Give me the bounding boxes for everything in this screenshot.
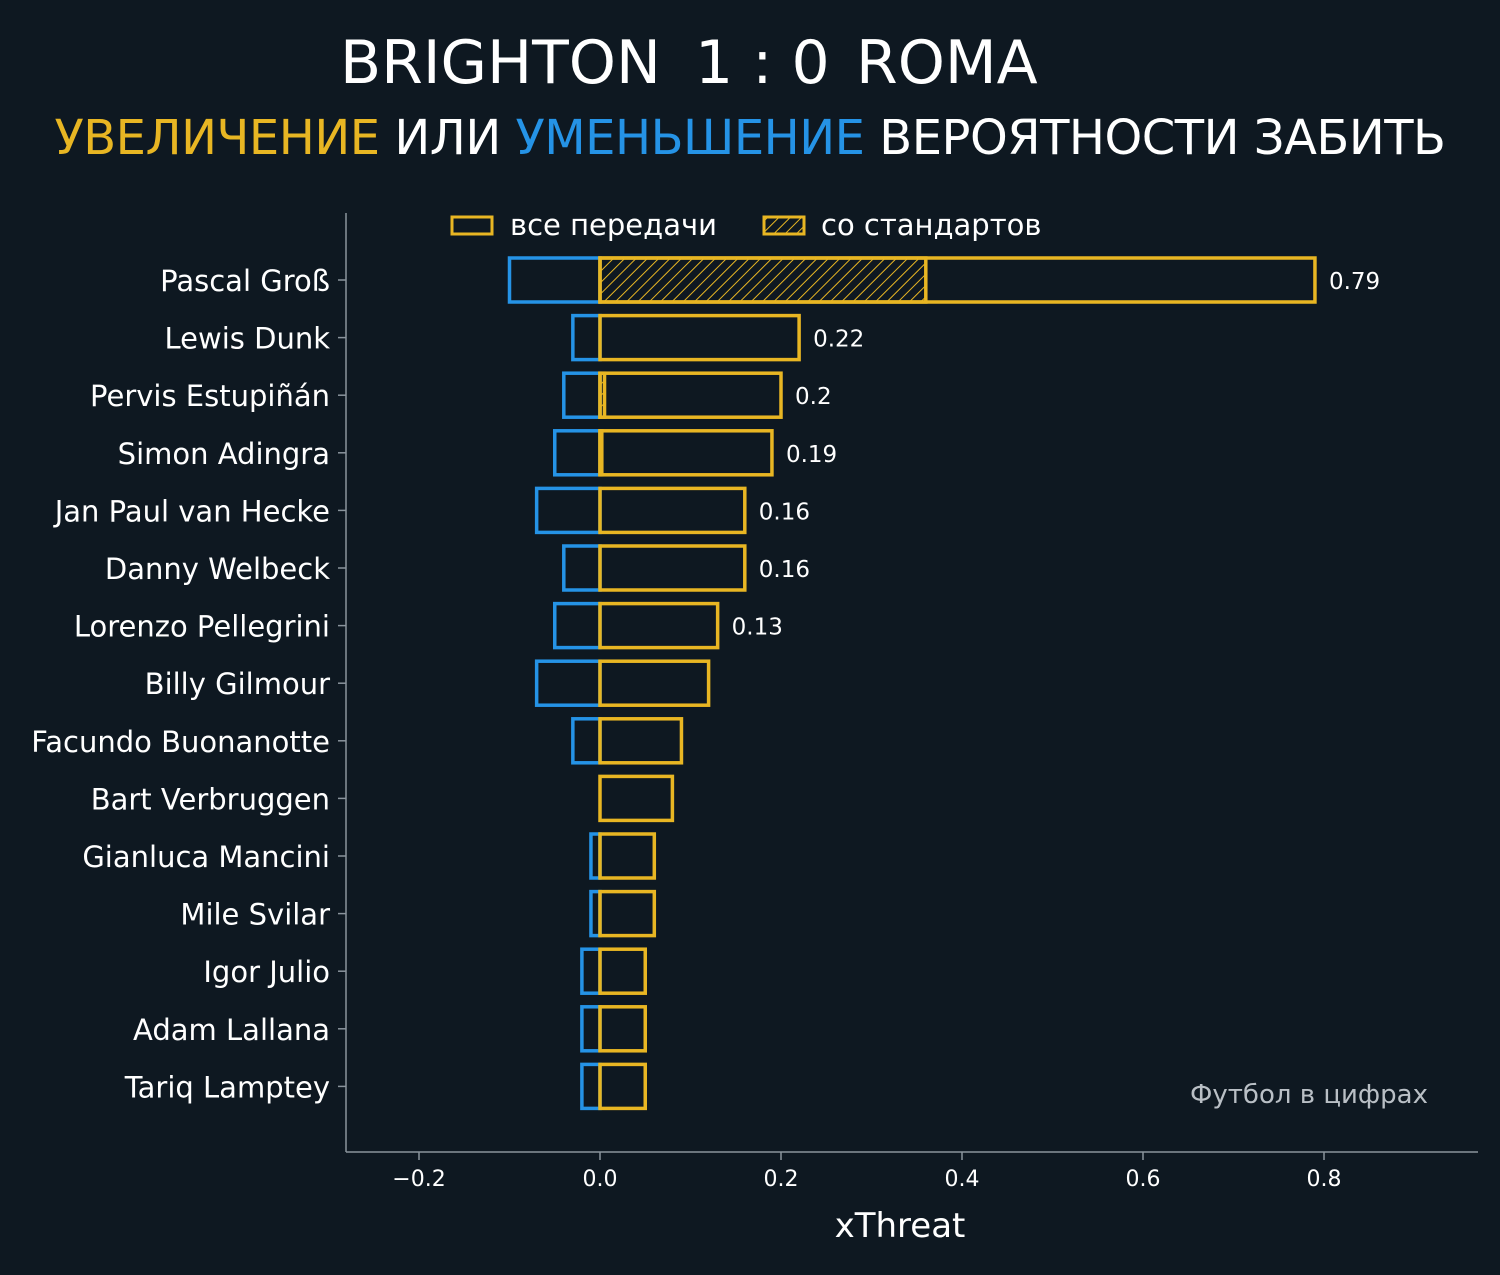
bar-positive (598, 486, 747, 535)
chart-subtitle: УВЕЛИЧЕНИЕ ИЛИ УМЕНЬШЕНИЕ ВЕРОЯТНОСТИ ЗА… (0, 110, 1500, 166)
x-tick-label: 0.8 (1307, 1167, 1342, 1192)
bar-positive (598, 256, 1317, 304)
bar-negative (553, 429, 602, 477)
bar-set-piece (598, 256, 928, 304)
bar-positive (598, 313, 801, 362)
x-tick-label: −0.2 (392, 1167, 445, 1192)
x-tick-label: 0.6 (1126, 1167, 1161, 1192)
data-label: 0.19 (786, 442, 837, 468)
away-team: ROMA (856, 28, 1038, 98)
data-label: 0.13 (732, 615, 783, 641)
bar-positive (598, 1062, 647, 1111)
legend-label-set-pieces: со стандартов (821, 208, 1041, 242)
subtitle-decrease: УМЕНЬШЕНИЕ (515, 110, 866, 166)
y-tick-label: Jan Paul van Hecke (53, 494, 330, 528)
x-axis-label: xThreat (835, 1206, 966, 1246)
x-tick-label: 0.2 (764, 1167, 799, 1192)
bar-positive (598, 601, 720, 650)
subtitle-or: ИЛИ (379, 110, 516, 166)
bar-negative (571, 313, 602, 362)
legend-swatch-set-pieces (762, 215, 806, 236)
y-tick-label: Igor Julio (203, 955, 330, 989)
bar-negative (534, 486, 602, 535)
y-tick-label: Danny Welbeck (105, 552, 330, 586)
data-label: 0.16 (759, 499, 810, 525)
bar-negative (562, 371, 602, 419)
bar-negative (553, 601, 602, 650)
bar-positive (598, 832, 657, 880)
axes: −0.2 0.0 0.2 0.4 0.6 0.8 xThreat (338, 213, 1478, 1246)
home-team: BRIGHTON (340, 28, 661, 98)
legend: все передачи со стандартов (450, 208, 1041, 242)
y-tick-label: Adam Lallana (133, 1013, 330, 1047)
subtitle-increase: УВЕЛИЧЕНИЕ (54, 110, 381, 166)
x-tick-label: 0.4 (945, 1167, 980, 1192)
score: 1 : 0 (695, 28, 830, 98)
bar-negative (580, 1062, 602, 1111)
data-label: 0.79 (1329, 269, 1380, 295)
bar-positive (598, 544, 747, 592)
y-tick-label: Simon Adingra (118, 437, 330, 471)
bar-positive (598, 659, 711, 707)
bar-positive (598, 947, 647, 995)
x-tick-label: 0.0 (583, 1167, 618, 1192)
data-label: 0.2 (795, 384, 832, 410)
y-tick-label: Lorenzo Pellegrini (74, 610, 330, 644)
labels: Pascal Groß 0.79 Lewis Dunk 0.22 Pervis Estu… (31, 264, 1380, 1104)
legend-swatch-all-passes (450, 215, 494, 236)
bar-positive (598, 371, 783, 419)
y-tick-label: Pervis Estupiñán (90, 379, 330, 413)
bar-negative (507, 256, 602, 304)
bar-negative (534, 659, 602, 707)
watermark: Футбол в цифрах (1190, 1080, 1428, 1110)
y-tick-label: Billy Gilmour (145, 667, 330, 701)
y-tick-label: Bart Verbruggen (91, 782, 330, 816)
bar-negative (580, 947, 602, 995)
bar-positive (598, 429, 774, 477)
y-tick-label: Lewis Dunk (165, 322, 331, 356)
y-tick-label: Tariq Lamptey (124, 1070, 330, 1104)
bar-negative (580, 1005, 602, 1053)
bar-positive (598, 774, 675, 823)
chart-title: BRIGHTON 1 : 0 ROMA (0, 28, 1500, 98)
data-label: 0.16 (759, 557, 810, 583)
bars (507, 256, 1317, 1111)
y-tick-label: Mile Svilar (180, 898, 330, 932)
bar-positive (598, 1005, 647, 1053)
y-tick-label: Pascal Groß (160, 264, 330, 298)
data-label: 0.22 (813, 327, 864, 353)
subtitle-rest: ВЕРОЯТНОСТИ ЗАБИТЬ (864, 110, 1446, 166)
y-tick-label: Gianluca Mancini (82, 840, 330, 874)
legend-label-all-passes: все передачи (510, 208, 717, 242)
bar-negative (562, 544, 602, 592)
bar-positive (598, 717, 684, 765)
bar-positive (598, 889, 657, 938)
y-tick-label: Facundo Buonanotte (31, 725, 330, 759)
bar-negative (571, 717, 602, 765)
